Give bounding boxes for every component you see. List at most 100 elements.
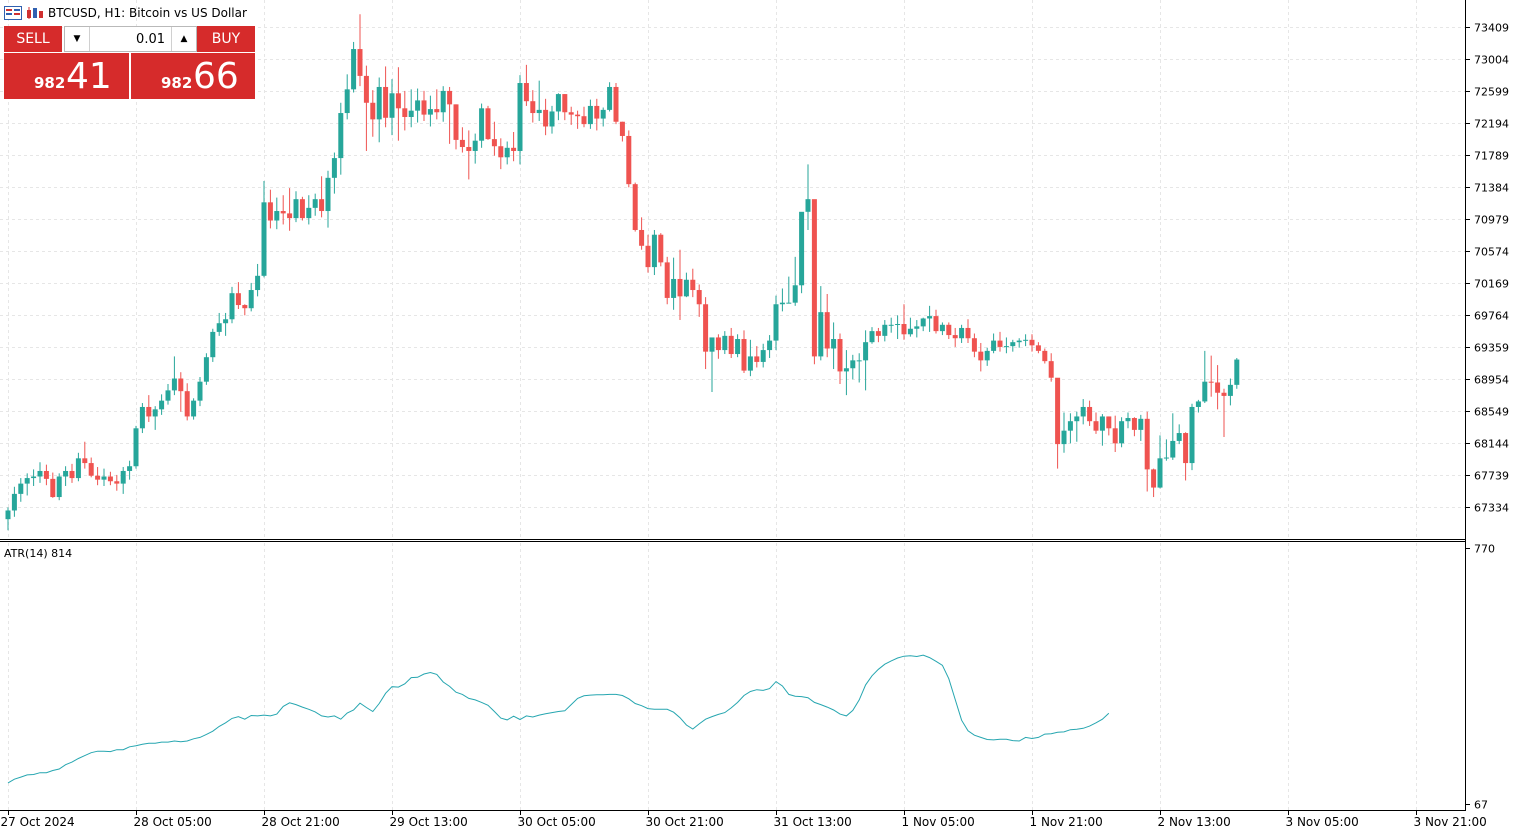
candle-bear	[978, 351, 984, 361]
candle-bull	[587, 105, 593, 125]
candle-bear	[523, 83, 529, 102]
candle-bull	[1234, 359, 1240, 385]
candle-bull	[331, 158, 337, 178]
candle-bull	[63, 470, 69, 477]
candle-bear	[466, 147, 472, 151]
candle-bull	[555, 94, 561, 112]
candle-bear	[319, 199, 325, 212]
buy-price-pips: 66	[193, 56, 239, 97]
candle-bull	[1067, 421, 1073, 431]
candle-bull	[479, 108, 485, 141]
candle-bear	[997, 340, 1003, 347]
candle-bull	[888, 324, 894, 326]
candle-bull	[427, 109, 433, 115]
candle-bear	[933, 316, 939, 332]
sell-button[interactable]: SELL	[4, 26, 62, 52]
candle-bull	[600, 109, 606, 119]
price-tick-label: 68144	[1474, 438, 1509, 451]
candle-bull	[1125, 418, 1131, 422]
buy-price-prefix: 982	[161, 74, 193, 92]
candle-bear	[952, 335, 958, 339]
time-tick-label: 28 Oct 05:00	[134, 815, 212, 829]
candle-bear	[1106, 416, 1112, 429]
candle-bull	[1023, 339, 1029, 341]
candle-bear	[562, 94, 568, 113]
time-tick-label: 31 Oct 13:00	[774, 815, 852, 829]
candle-bear	[1029, 339, 1035, 346]
lot-increase-icon[interactable]: ▲	[171, 27, 196, 51]
candle-bear	[971, 338, 977, 352]
atr-tick-label: 67	[1474, 799, 1488, 812]
candle-bull	[1061, 430, 1067, 445]
market-watch-icon[interactable]	[4, 6, 22, 20]
candle-bull	[1170, 440, 1176, 458]
candle-bull	[11, 493, 17, 511]
candle-bear	[530, 101, 536, 114]
price-tick-label: 70979	[1474, 214, 1509, 227]
atr-indicator	[7, 654, 1110, 784]
candle-bull	[203, 357, 209, 382]
candle-bull	[805, 199, 811, 212]
candle-bull	[312, 199, 318, 208]
candle-bear	[287, 213, 293, 219]
candle-bull	[779, 302, 785, 305]
price-tick-label: 72194	[1474, 118, 1509, 131]
candle-bear	[568, 112, 574, 115]
candle-bear	[581, 116, 587, 125]
candle-bear	[741, 339, 747, 371]
candle-bear	[690, 279, 696, 291]
atr-label: ATR(14) 814	[4, 547, 72, 560]
candle-bull	[1016, 340, 1022, 343]
lot-size-input[interactable]	[91, 29, 165, 49]
candle-bull	[127, 466, 133, 471]
candle-bull	[536, 109, 542, 114]
candle-bull	[1074, 416, 1080, 422]
candle-bull	[1080, 406, 1086, 417]
candle-bear	[901, 324, 907, 335]
candle-bull	[216, 323, 222, 332]
candle-bear	[875, 331, 881, 336]
candle-bear	[632, 184, 638, 230]
candle-bull	[914, 326, 920, 329]
candle-bull	[1010, 342, 1016, 347]
candle-bear	[1035, 345, 1041, 351]
candle-bull	[344, 89, 350, 114]
sell-price-button[interactable]: 982 41	[4, 53, 129, 99]
price-tick-label: 68549	[1474, 406, 1509, 419]
candle-bull	[920, 318, 926, 327]
candle-bear	[594, 105, 600, 119]
candle-bull	[120, 470, 126, 484]
axis-labels: 73409 73004 72599 72194 71789 71384 70979 70574…	[1, 22, 1510, 830]
buy-button[interactable]: BUY	[197, 26, 255, 52]
time-tick-label: 3 Nov 21:00	[1414, 815, 1487, 829]
lot-size-stepper: ▼ ▲	[64, 26, 197, 52]
lot-decrease-icon[interactable]: ▼	[65, 27, 90, 51]
candle-bear	[357, 49, 363, 76]
candle-bull	[722, 335, 728, 351]
candle-bear	[754, 356, 760, 362]
candle-bear	[370, 102, 376, 120]
candle-bear	[1048, 361, 1054, 378]
candle-bear	[383, 86, 389, 118]
price-tick-label: 67739	[1474, 470, 1509, 483]
candle-bull	[139, 406, 145, 429]
candle-bull	[799, 211, 805, 286]
candle-bear	[69, 470, 75, 479]
candle-bear	[703, 304, 709, 352]
candle-bear	[363, 75, 369, 103]
candle-bull	[850, 360, 856, 369]
candle-bear	[107, 476, 113, 482]
price-tick-label: 69764	[1474, 310, 1509, 323]
buy-price-button[interactable]: 982 66	[131, 53, 255, 99]
grid-lines	[0, 0, 1465, 810]
candle-bull	[607, 86, 613, 110]
time-tick-label: 27 Oct 2024	[1, 815, 75, 829]
candle-bull	[504, 147, 510, 158]
candle-bull	[1189, 406, 1195, 464]
candle-bull	[24, 478, 30, 484]
candle-bear	[114, 481, 120, 484]
candle-bull	[338, 113, 344, 159]
time-tick-label: 1 Nov 05:00	[902, 815, 975, 829]
chart-icon[interactable]	[26, 6, 44, 20]
